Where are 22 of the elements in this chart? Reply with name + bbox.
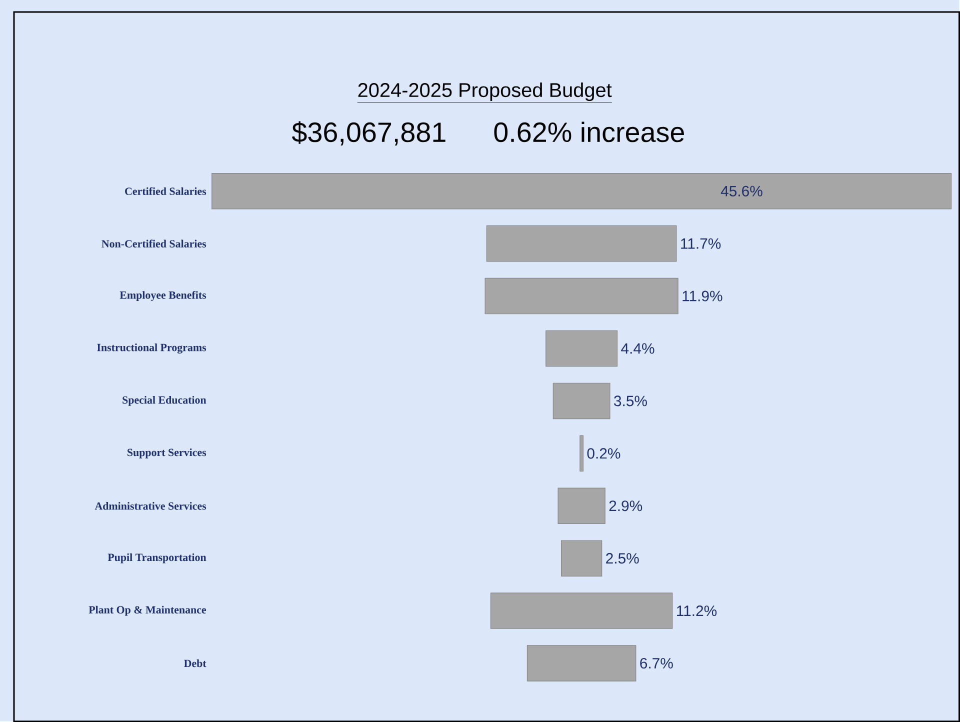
data-label: 4.4% [621, 343, 654, 354]
data-label: 6.7% [640, 658, 673, 668]
data-label: 0.2% [587, 448, 620, 459]
data-label: 3.5% [614, 396, 647, 406]
category-label: Instructional Programs [97, 343, 206, 354]
text: 2024-2025 Proposed Budget [358, 82, 612, 101]
data-label: 11.2% [677, 605, 717, 616]
category-label: Support Services [128, 448, 206, 458]
category-label: Employee Benefits [120, 290, 206, 301]
category-label: Certified Salaries [125, 187, 206, 195]
category-label: Administrative Services [94, 502, 206, 510]
data-label: 45.6% [720, 186, 762, 196]
category-label: Plant Op & Maintenance [88, 606, 206, 616]
category-label: Special Education [122, 396, 206, 406]
text: $36,067,881 0.62% increase [292, 121, 684, 146]
category-label: Non-Certified Salaries [102, 240, 206, 248]
data-label: 2.5% [606, 552, 639, 564]
data-label: 11.9% [682, 290, 722, 302]
data-label: 11.7% [681, 238, 721, 249]
category-label: Pupil Transportation [108, 553, 206, 564]
data-label: 2.9% [609, 500, 642, 512]
category-label: Debt [184, 659, 206, 668]
